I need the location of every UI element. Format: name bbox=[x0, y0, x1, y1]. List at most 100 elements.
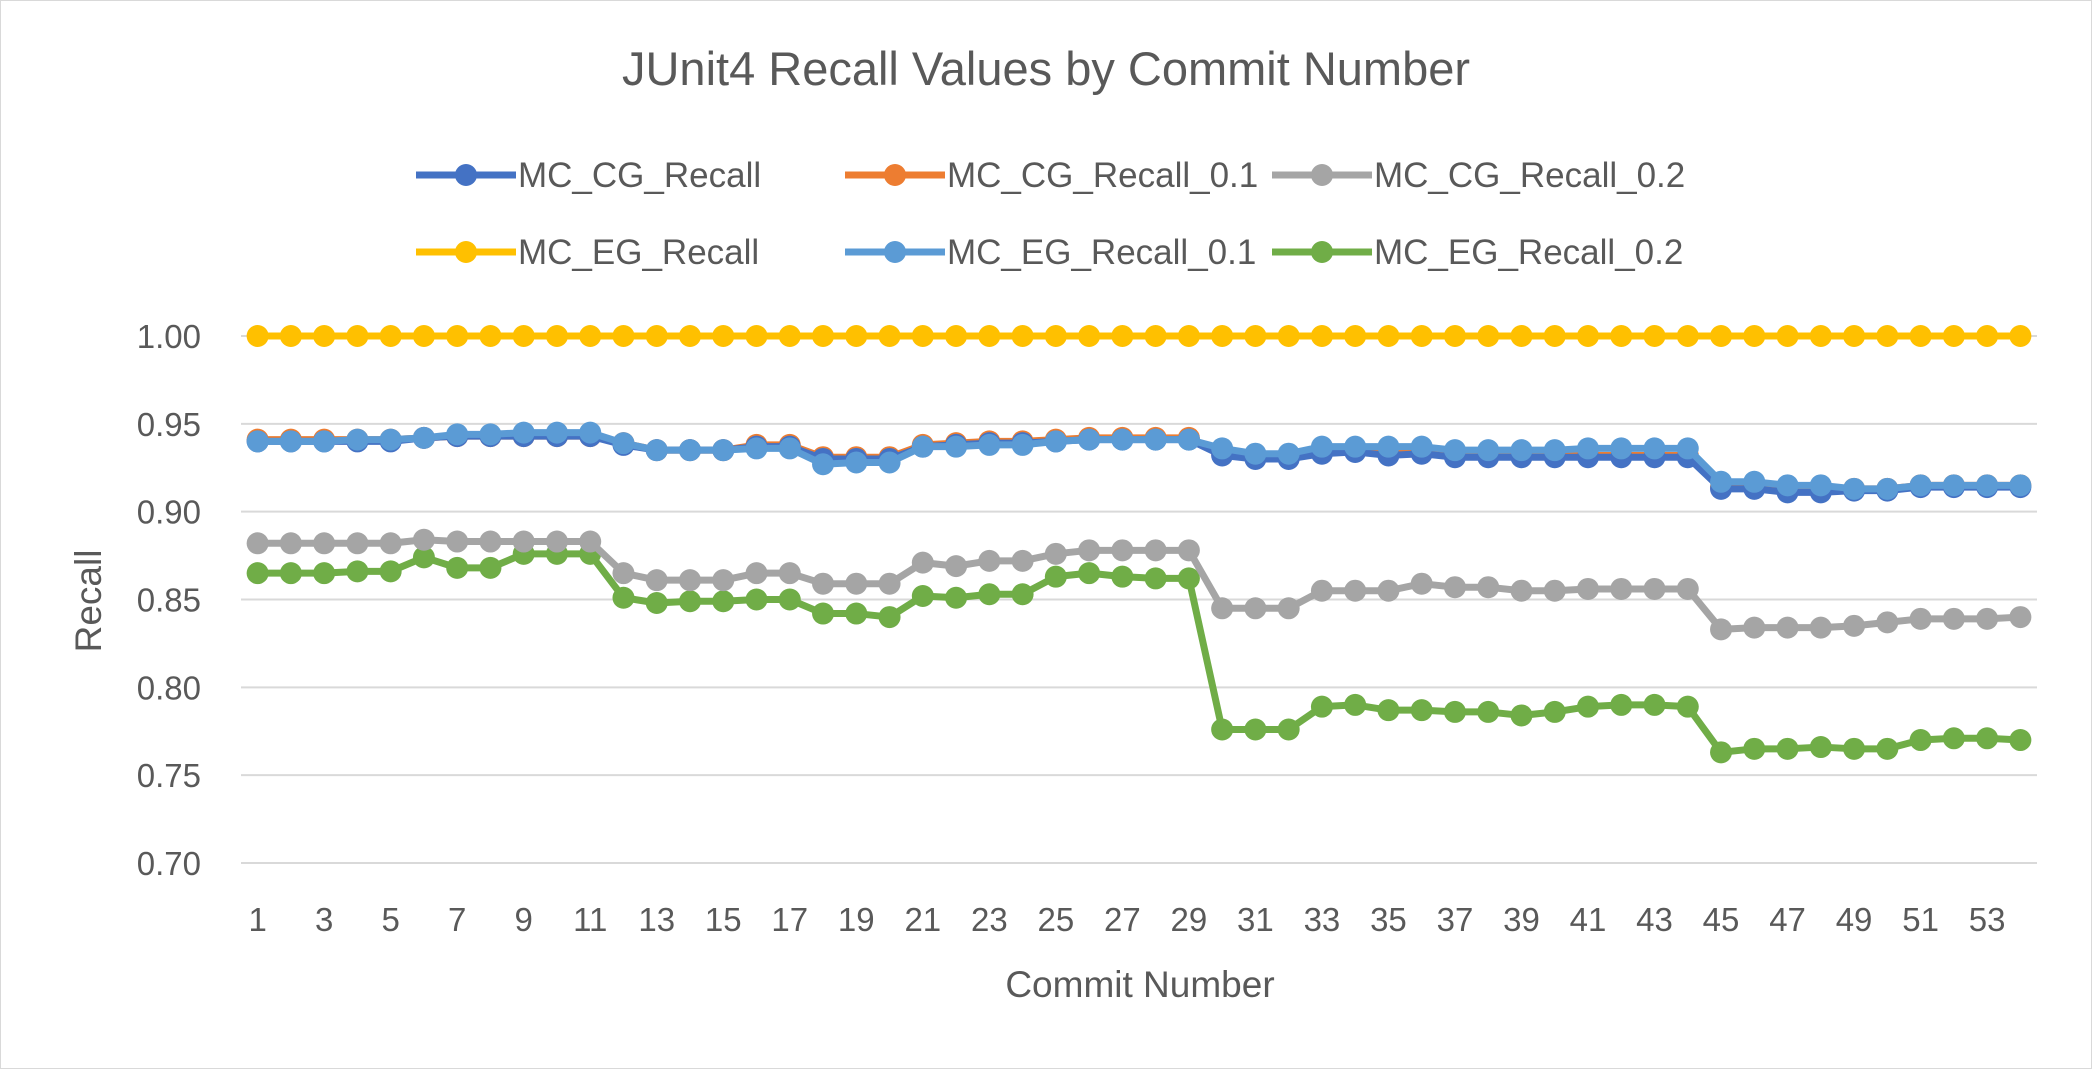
data-point bbox=[1510, 439, 1533, 462]
data-point bbox=[1244, 325, 1267, 347]
x-tick-label: 3 bbox=[315, 901, 333, 938]
data-point bbox=[1776, 325, 1799, 347]
data-point bbox=[1676, 437, 1699, 460]
data-point bbox=[778, 437, 801, 460]
data-point bbox=[812, 453, 835, 476]
series-MC_EG_Recall_0.2 bbox=[246, 542, 2032, 764]
data-point bbox=[1477, 325, 1500, 347]
data-point bbox=[1443, 439, 1466, 462]
legend-label: MC_CG_Recall bbox=[518, 156, 761, 195]
data-point bbox=[1443, 325, 1466, 347]
data-point bbox=[545, 530, 568, 553]
data-point bbox=[1477, 576, 1500, 599]
x-tick-label: 53 bbox=[1969, 901, 2006, 938]
data-point bbox=[1976, 607, 1999, 630]
y-tick-label: 0.70 bbox=[137, 845, 201, 882]
x-tick-label: 13 bbox=[638, 901, 675, 938]
data-point bbox=[1843, 614, 1866, 637]
series-line bbox=[257, 550, 2021, 756]
data-point bbox=[679, 439, 701, 462]
data-point bbox=[645, 325, 668, 347]
legend-item: MC_CG_Recall bbox=[416, 156, 761, 195]
x-axis-ticks: 1 3 5 7 9 11 13 15 17 19 21 23 25 27 29 31 33 35 37 39 41 43 4… bbox=[248, 901, 2005, 938]
data-point bbox=[446, 325, 469, 347]
data-point bbox=[1144, 567, 1167, 590]
data-point bbox=[1876, 477, 1899, 500]
data-point bbox=[1577, 577, 1599, 600]
data-point bbox=[1410, 572, 1433, 595]
data-point bbox=[1011, 325, 1034, 347]
data-point bbox=[911, 584, 934, 607]
data-point bbox=[2009, 729, 2032, 752]
data-point bbox=[945, 325, 968, 347]
x-tick-label: 39 bbox=[1503, 901, 1540, 938]
data-point bbox=[1078, 428, 1101, 451]
data-point bbox=[1876, 611, 1899, 634]
data-point bbox=[1710, 741, 1733, 764]
data-point bbox=[1277, 442, 1300, 465]
data-point bbox=[412, 426, 435, 449]
data-point bbox=[1776, 737, 1799, 760]
data-point bbox=[1477, 439, 1500, 462]
series-MC_EG_Recall bbox=[246, 325, 2032, 347]
data-point bbox=[1177, 325, 1200, 347]
data-point bbox=[1610, 577, 1633, 600]
legend-swatch-marker bbox=[884, 164, 906, 186]
data-point bbox=[1443, 576, 1466, 599]
data-point bbox=[1044, 565, 1067, 588]
data-point bbox=[379, 532, 402, 555]
data-point bbox=[1011, 433, 1034, 456]
data-point bbox=[1211, 718, 1234, 741]
x-tick-label: 21 bbox=[904, 901, 941, 938]
data-point bbox=[479, 325, 502, 347]
data-point bbox=[745, 437, 768, 460]
data-point bbox=[579, 325, 602, 347]
data-point bbox=[878, 325, 901, 347]
data-point bbox=[1144, 428, 1167, 451]
x-tick-label: 33 bbox=[1304, 901, 1341, 938]
data-point bbox=[1676, 695, 1699, 718]
x-tick-label: 43 bbox=[1636, 901, 1673, 938]
data-point bbox=[1377, 699, 1400, 722]
data-point bbox=[1144, 325, 1167, 347]
data-point bbox=[246, 430, 269, 453]
data-point bbox=[1344, 435, 1367, 458]
data-point bbox=[479, 423, 502, 446]
data-point bbox=[1344, 579, 1367, 602]
data-point bbox=[313, 532, 336, 555]
data-point bbox=[512, 421, 535, 444]
data-point bbox=[1710, 618, 1733, 641]
y-tick-label: 0.90 bbox=[137, 494, 201, 531]
x-tick-label: 1 bbox=[248, 901, 266, 938]
x-tick-label: 27 bbox=[1104, 901, 1141, 938]
data-point bbox=[745, 325, 768, 347]
data-point bbox=[1710, 470, 1733, 493]
data-point bbox=[945, 435, 968, 458]
legend-swatch-marker bbox=[1311, 164, 1333, 186]
data-point bbox=[845, 451, 868, 474]
series-MC_CG_Recall_0.2 bbox=[246, 528, 2032, 641]
data-point bbox=[1211, 325, 1234, 347]
data-point bbox=[1410, 699, 1433, 722]
data-point bbox=[1410, 325, 1433, 347]
data-point bbox=[279, 325, 302, 347]
data-point bbox=[346, 532, 369, 555]
x-tick-label: 31 bbox=[1237, 901, 1274, 938]
data-point bbox=[845, 572, 868, 595]
data-point bbox=[1942, 727, 1965, 750]
data-point bbox=[412, 546, 435, 569]
x-tick-label: 19 bbox=[838, 901, 875, 938]
data-point bbox=[978, 433, 1001, 456]
data-point bbox=[1643, 693, 1666, 716]
data-point bbox=[1111, 325, 1134, 347]
legend-swatch-marker bbox=[455, 241, 477, 263]
data-point bbox=[978, 325, 1001, 347]
data-point bbox=[1377, 325, 1400, 347]
data-point bbox=[279, 430, 302, 453]
data-point bbox=[1211, 437, 1234, 460]
data-point bbox=[2009, 474, 2032, 497]
data-point bbox=[1976, 325, 1999, 347]
data-point bbox=[1177, 428, 1200, 451]
data-point bbox=[1776, 616, 1799, 639]
